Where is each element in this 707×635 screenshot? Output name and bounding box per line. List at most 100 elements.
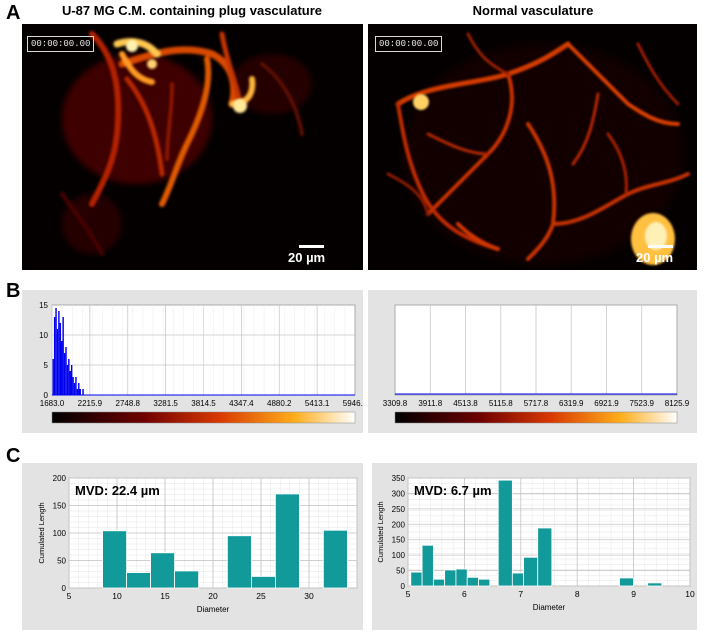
right-timestamp: 00:00:00.00 — [375, 36, 443, 52]
diameter-bar — [322, 529, 348, 589]
diameter-bar — [102, 530, 127, 589]
y-axis-title: Cumulated Length — [37, 502, 46, 563]
diameter-bar — [497, 479, 513, 587]
x-tick-label: 10 — [685, 589, 695, 599]
y-tick-label: 250 — [392, 505, 406, 514]
x-tick-label: 25 — [256, 591, 266, 601]
tumor-vessels-drawing — [60, 31, 312, 256]
right-image-title: Normal vasculature — [472, 3, 594, 18]
x-tick-label: 30 — [304, 591, 314, 601]
diameter-bar — [537, 527, 553, 587]
diameter-bar — [274, 493, 300, 589]
diameter-bar — [126, 572, 151, 589]
y-tick-label: 150 — [392, 536, 406, 545]
x-tick-label: 8125.9 — [665, 399, 690, 408]
x-tick-label: 5413.1 — [305, 399, 330, 408]
x-axis-title: Diameter — [533, 603, 566, 612]
diameter-bar — [466, 576, 479, 587]
right-intensity-histogram: 3309.8 3911.8 4513.8 5115.8 5717.8 6319.9 6921… — [383, 304, 690, 424]
histogram-bin — [58, 311, 60, 395]
y-tick-label: 0 — [44, 391, 49, 400]
mvd-label: MVD: 6.7 µm — [414, 483, 492, 498]
histogram-bin — [78, 383, 80, 395]
diameter-bar — [226, 535, 252, 589]
histogram-bin — [69, 371, 71, 395]
x-tick-label: 5946.0 — [343, 399, 363, 408]
mvd-label: MVD: 22.4 µm — [75, 483, 160, 498]
diameter-bar — [619, 577, 635, 587]
x-tick-label: 6319.9 — [559, 399, 584, 408]
y-tick-label: 5 — [44, 361, 49, 370]
y-tick-label: 200 — [392, 520, 406, 529]
y-tick-label: 0 — [62, 584, 67, 593]
y-tick-label: 15 — [39, 301, 48, 310]
x-tick-label: 4513.8 — [453, 399, 478, 408]
left-scale-label: 20 µm — [288, 250, 326, 265]
y-tick-label: 50 — [396, 567, 405, 576]
histogram-bin — [68, 359, 70, 395]
left-diameter-panel: 5 10 15 20 25 30 0 50 100 150 200 MVD: 22.4 µm Diame… — [22, 463, 363, 630]
colormap-bar — [51, 411, 356, 424]
x-tick-label: 8 — [575, 589, 580, 599]
y-tick-label: 0 — [401, 582, 406, 591]
histogram-bin — [66, 365, 69, 395]
y-tick-label: 100 — [53, 529, 67, 538]
left-histogram-panel: 15 10 5 0 1683.0 2215.9 2748.8 3281.5 3814.5 4347… — [22, 290, 368, 433]
y-tick-label: 300 — [392, 489, 406, 498]
histogram-bin — [62, 317, 64, 395]
y-tick-label: 350 — [392, 474, 406, 483]
left-timestamp: 00:00:00.00 — [27, 36, 95, 52]
x-tick-label: 4347.4 — [229, 399, 254, 408]
histogram-bin — [61, 341, 63, 395]
x-tick-label: 9 — [631, 589, 636, 599]
y-tick-label: 100 — [392, 551, 406, 560]
x-tick-label: 7523.9 — [630, 399, 655, 408]
x-tick-label: 6921.9 — [594, 399, 619, 408]
x-tick-label: 3309.8 — [383, 399, 408, 408]
histogram-bin — [53, 317, 56, 395]
x-tick-label: 2748.8 — [116, 399, 141, 408]
x-tick-label: 4880.2 — [267, 399, 292, 408]
histogram-bin — [52, 359, 54, 395]
histogram-bin — [75, 377, 77, 395]
y-axis-title: Cumulated Length — [376, 501, 385, 562]
left-scale-bar — [299, 245, 324, 248]
x-tick-label: 15 — [160, 591, 170, 601]
colormap-bar — [394, 411, 678, 424]
left-diameter-chart: 5 10 15 20 25 30 0 50 100 150 200 MVD: 22.4 µm Diame… — [37, 474, 358, 614]
histogram-bin — [72, 377, 74, 395]
normal-vasculature-image: 00:00:00.00 20 µm — [368, 24, 697, 270]
x-tick-label: 7 — [518, 589, 523, 599]
x-axis-title: Diameter — [197, 605, 230, 614]
diameter-bar — [523, 556, 539, 587]
x-tick-label: 3814.5 — [191, 399, 216, 408]
histogram-bin — [82, 389, 84, 395]
histogram-bin — [73, 383, 76, 395]
diameter-bar — [455, 568, 468, 587]
y-tick-label: 200 — [53, 474, 67, 483]
panel-letter-c: C — [6, 445, 21, 467]
x-tick-label: 5 — [406, 589, 411, 599]
diameter-bar — [478, 578, 491, 587]
x-tick-label: 2215.9 — [78, 399, 103, 408]
x-tick-label: 1683.0 — [40, 399, 65, 408]
histogram-bin — [56, 329, 59, 395]
histogram-bin — [55, 308, 57, 395]
histogram-bin — [76, 389, 79, 395]
normal-vessels-drawing — [386, 32, 690, 265]
histogram-bin — [79, 389, 81, 395]
tumor-vasculature-image: 00:00:00.00 20 µm — [22, 24, 363, 270]
diameter-bar — [444, 569, 457, 587]
x-tick-label: 6 — [462, 589, 467, 599]
diameter-bar — [250, 576, 276, 589]
x-tick-label: 10 — [112, 591, 122, 601]
diameter-bar — [150, 552, 176, 589]
right-scale-label: 20 µm — [636, 250, 674, 265]
left-image-title: U-87 MG C.M. containing plug vasculature — [61, 3, 323, 18]
histogram-bin — [70, 365, 73, 395]
diameter-bar — [410, 571, 423, 587]
histogram-bin — [65, 347, 67, 395]
right-diameter-panel: 5 6 7 8 9 10 0 50 100 150 200 250 300 350 MVD: 6.7 µm D… — [372, 463, 697, 630]
diameter-bar — [511, 572, 525, 587]
